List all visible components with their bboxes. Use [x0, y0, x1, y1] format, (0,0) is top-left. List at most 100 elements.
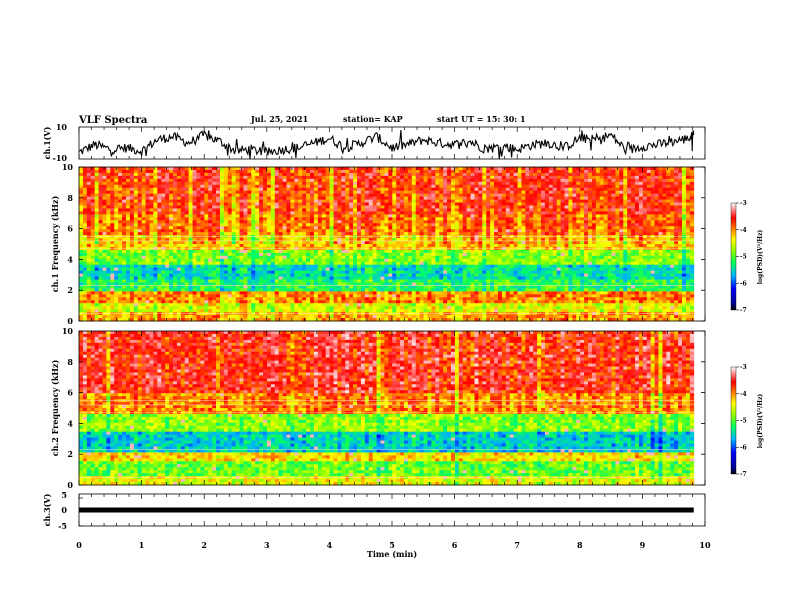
spectrogram-cell [102, 214, 107, 218]
spectrogram-cell [129, 220, 135, 224]
spectrogram-cell [670, 181, 675, 186]
spectrogram-cell [114, 196, 119, 200]
spectrogram-cell [529, 193, 534, 198]
spectrogram-cell [247, 226, 252, 230]
spectrogram-cell [572, 235, 577, 239]
spectrogram-cell [619, 181, 624, 186]
spectrogram-cell [521, 238, 526, 242]
spectrogram-cell [176, 181, 182, 186]
spectrogram-cell [544, 178, 550, 183]
spectrogram-cell [447, 190, 452, 195]
spectrogram-cell [231, 235, 237, 239]
spectrogram-cell [541, 258, 546, 263]
spectrogram-cell [654, 220, 659, 224]
spectrogram-cell [439, 226, 444, 230]
spectrogram-cell [615, 208, 620, 212]
spectrogram-cell [176, 238, 182, 242]
spectrogram-cell [541, 181, 546, 186]
spectrogram-cell [521, 232, 526, 236]
spectrogram-cell [415, 196, 421, 200]
spectrogram-cell [490, 205, 495, 209]
spectrogram-cell [357, 193, 362, 198]
spectrogram-cell [282, 208, 287, 212]
spectrogram-cell [431, 255, 436, 260]
spectrogram-cell [407, 172, 413, 177]
spectrogram-cell [114, 190, 119, 195]
spectrogram-cell [388, 196, 393, 200]
spectrogram-cell [631, 244, 636, 248]
spectrogram-cell [392, 252, 397, 257]
spectrogram-cell [360, 229, 366, 233]
spectrogram-cell [603, 255, 608, 260]
spectrogram-cell [79, 220, 84, 224]
spectrogram-cell [556, 199, 562, 203]
spectrogram-cell [161, 175, 166, 180]
spectrogram-cell [98, 202, 103, 206]
spectrogram-cell [427, 196, 432, 200]
spectrogram-cell [611, 175, 616, 180]
spectrogram-cell [184, 205, 190, 209]
spectrogram-cell [360, 211, 366, 215]
spectrogram-cell [490, 217, 495, 221]
spectrogram-cell [98, 220, 103, 224]
spectrogram-cell [521, 252, 526, 257]
spectrogram-cell [212, 172, 217, 177]
spectrogram-cell [458, 244, 464, 248]
spectrogram-cell [541, 223, 546, 227]
spectrogram-cell [486, 199, 491, 203]
spectrogram-cell [290, 252, 295, 257]
spectrogram-cell [689, 211, 695, 215]
spectrogram-cell [317, 258, 323, 263]
spectrogram-cell [235, 202, 240, 206]
spectrogram-cell [302, 205, 307, 209]
spectrogram-cell [235, 238, 240, 242]
spectrogram-cell [102, 235, 107, 239]
spectrogram-cell [90, 193, 96, 198]
spectrogram-cell [270, 252, 276, 257]
spectrogram-cell [525, 229, 530, 233]
spectrogram-cell [439, 258, 444, 263]
spectrogram-cell [619, 211, 624, 215]
spectrogram-cell [615, 252, 620, 257]
spectrogram-cell [435, 172, 440, 177]
spectrogram-cell [529, 208, 534, 212]
spectrogram-cell [141, 181, 146, 186]
spectrogram-cell [423, 226, 428, 230]
spectrogram-cell [161, 255, 166, 260]
spectrogram-cell [294, 258, 299, 263]
spectrogram-cell [153, 255, 158, 260]
spectrogram-cell [454, 167, 460, 171]
spectrogram-cell [646, 199, 652, 203]
spectrogram-cell [513, 190, 518, 195]
spectrogram-cell [619, 252, 624, 257]
spectrogram-cell [125, 217, 131, 221]
spectrogram-cell [595, 190, 601, 195]
spectrogram-cell [619, 232, 624, 236]
spectrogram-cell [576, 244, 581, 248]
spectrogram-cell [689, 235, 695, 239]
spectrogram-cell [482, 255, 487, 260]
spectrogram-cell [321, 258, 327, 263]
spectrogram-cell [337, 196, 342, 200]
spectrogram-cell [380, 255, 385, 260]
spectrogram-cell [114, 169, 119, 174]
spectrogram-cell [474, 193, 479, 198]
spectrogram-cell [631, 235, 636, 239]
spectrogram-cell [223, 178, 229, 183]
spectrogram-cell [435, 193, 440, 198]
spectrogram-cell [631, 211, 636, 215]
spectrogram-cell [368, 211, 374, 215]
spectrogram-cell [239, 249, 244, 254]
spectrogram-cell [470, 244, 475, 248]
spectrogram-cell [122, 211, 127, 215]
spectrogram-cell [497, 226, 503, 230]
spectrogram-cell [255, 217, 260, 221]
spectrogram-cell [325, 196, 330, 200]
spectrogram-cell [133, 252, 139, 257]
spectrogram-cell [689, 252, 695, 257]
spectrogram-cell [564, 202, 569, 206]
spectrogram-cell [204, 241, 209, 245]
spectrogram-cell [172, 217, 178, 221]
spectrogram-cell [274, 193, 280, 198]
spectrogram-cell [576, 181, 581, 186]
